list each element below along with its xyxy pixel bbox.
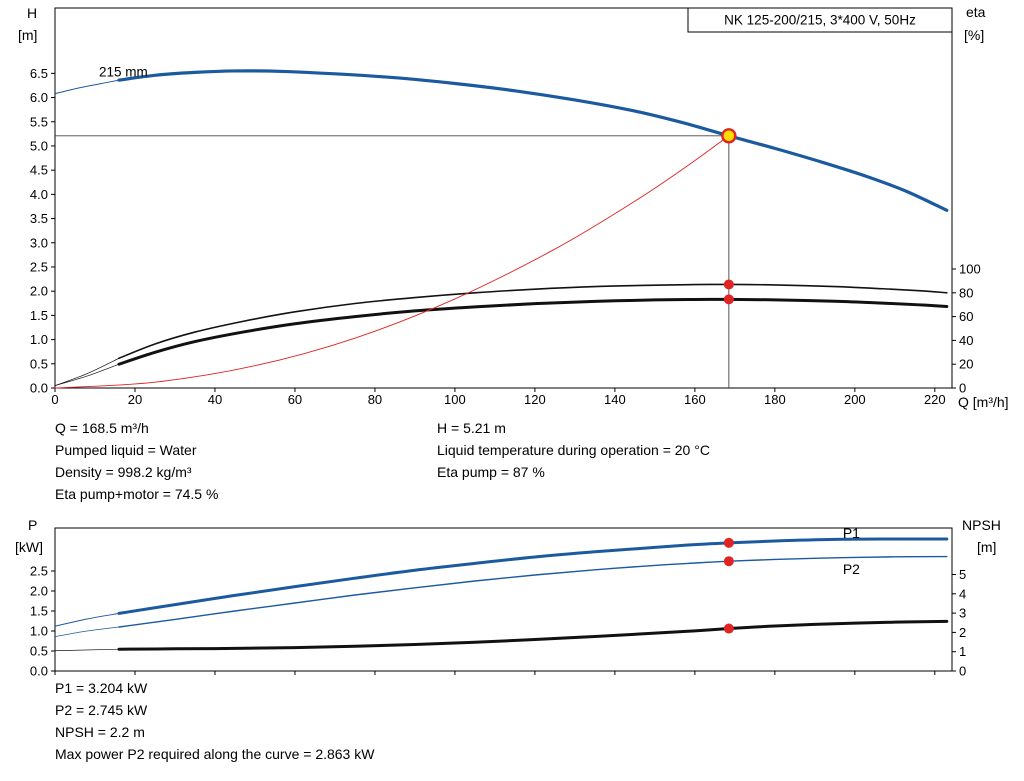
eta-pump-value: Eta pump = 87 %: [437, 464, 545, 480]
head-curve-215mm: [117, 69, 949, 212]
x-tick-label: 100: [444, 392, 466, 407]
eta-pump-motor-value: Eta pump+motor = 74.5 %: [55, 486, 219, 502]
x-tick-label: 80: [368, 392, 382, 407]
y-left-tick-label: 5.5: [30, 114, 48, 129]
density-value: Density = 998.2 kg/m³: [55, 464, 192, 480]
y-left-tick-label: 0.0: [30, 381, 48, 396]
p2-curve-lead: [54, 626, 120, 637]
y-left-tick-label: 3.5: [30, 211, 48, 226]
head-value: H = 5.21 m: [437, 420, 506, 436]
y-right-tick-label: 5: [959, 567, 966, 582]
p1-dot: [723, 537, 734, 548]
eta-pump-motor-curve: [117, 297, 949, 366]
liquid-temp-value: Liquid temperature during operation = 20…: [437, 442, 710, 458]
y-left-tick-label: 1.5: [30, 308, 48, 323]
power-axis-label: P: [28, 517, 38, 533]
p1-label: P1: [843, 525, 860, 541]
y-left-tick-label: 4.0: [30, 187, 48, 202]
impeller-label: 215 mm: [99, 65, 148, 80]
head-axis-label: H: [27, 5, 38, 21]
npsh-dot: [723, 623, 734, 634]
p2-label: P2: [843, 561, 860, 577]
x-tick-label: 60: [288, 392, 302, 407]
x-tick-label: 120: [524, 392, 546, 407]
y-right-tick-label: 60: [959, 309, 973, 324]
eta-pump-curve-lead: [54, 357, 120, 386]
x-tick-label: 200: [844, 392, 866, 407]
y-right-tick-label: 40: [959, 333, 973, 348]
y-left-tick-label: 3.0: [30, 235, 48, 250]
max-power-value: Max power P2 required along the curve = …: [55, 746, 375, 762]
p1-value: P1 = 3.204 kW: [55, 680, 148, 696]
npsh-axis-unit: [m]: [977, 539, 997, 555]
y-left-tick-label: 1.0: [30, 332, 48, 347]
eta-pump-motor-dot: [723, 294, 734, 305]
duty-info-left: Q = 168.5 m³/h Pumped liquid = Water Den…: [55, 417, 218, 505]
duty-point: [721, 128, 737, 144]
y-left-tick-label: 0.5: [30, 644, 48, 659]
y-left-tick-label: 6.5: [30, 66, 48, 81]
y-left-tick-label: 6.0: [30, 90, 48, 105]
x-tick-label: 160: [684, 392, 706, 407]
y-right-tick-label: 100: [959, 261, 981, 276]
y-right-tick-label: 0: [959, 381, 966, 396]
y-left-tick-label: 2.5: [30, 259, 48, 274]
eta-axis-label: eta: [966, 4, 986, 20]
x-tick-label: 220: [924, 392, 946, 407]
eta-pump-curve: [118, 283, 948, 360]
y-right-tick-label: 0: [959, 664, 966, 679]
head-curve-215mm-lead: [54, 79, 120, 95]
head-efficiency-chart-frame: [54, 7, 953, 389]
y-left-tick-label: 2.0: [30, 284, 48, 299]
head-axis-unit: [m]: [18, 27, 38, 43]
y-left-tick-label: 0.5: [30, 356, 48, 371]
y-left-tick-label: 2.0: [30, 584, 48, 599]
x-tick-label: 140: [604, 392, 626, 407]
pumped-liquid-value: Pumped liquid = Water: [55, 442, 197, 458]
x-tick-label: 20: [128, 392, 142, 407]
head-efficiency-chart: 0 20 40 60 80 100 120 140 160 180 200 2200.00.51.01…: [30, 7, 981, 407]
x-tick-label: 40: [208, 392, 222, 407]
power-npsh-chart: 0.0 0.5 1.0 1.5 2.0 2.5 0 1 2 3 4 5 P1 P2: [30, 525, 966, 679]
flow-axis-label: Q [m³/h]: [958, 394, 1009, 410]
npsh-value: NPSH = 2.2 m: [55, 724, 145, 740]
y-left-tick-label: 2.5: [30, 564, 48, 579]
y-left-tick-label: 4.5: [30, 163, 48, 178]
pump-title-box: [687, 7, 953, 33]
p1-curve: [117, 537, 949, 615]
p2-value: P2 = 2.745 kW: [55, 702, 148, 718]
eta-pump-motor-curve-lead: [54, 363, 120, 386]
p2-curve: [118, 555, 948, 628]
x-tick-label: 180: [764, 392, 786, 407]
pump-title: NK 125-200/215, 3*400 V, 50Hz: [724, 13, 916, 28]
y-left-tick-label: 5.0: [30, 138, 48, 153]
y-left-tick-label: 1.5: [30, 604, 48, 619]
flow-value: Q = 168.5 m³/h: [55, 420, 149, 436]
y-right-tick-label: 20: [959, 357, 973, 372]
power-npsh-chart-frame: [54, 527, 953, 672]
power-info: P1 = 3.204 kW P2 = 2.745 kW NPSH = 2.2 m…: [55, 677, 374, 765]
npsh-curve: [117, 619, 949, 651]
y-right-tick-label: 2: [959, 625, 966, 640]
eta-pump-dot: [723, 279, 734, 290]
eta-axis-unit: [%]: [964, 27, 985, 43]
duty-info-right: H = 5.21 m Liquid temperature during ope…: [437, 417, 710, 483]
npsh-axis-label: NPSH: [962, 517, 1001, 533]
y-left-tick-label: 1.0: [30, 624, 48, 639]
y-left-tick-label: 0.0: [30, 664, 48, 679]
y-right-tick-label: 80: [959, 285, 973, 300]
y-right-tick-label: 3: [959, 606, 966, 621]
p2-dot: [723, 556, 734, 567]
p1-curve-lead: [54, 612, 120, 627]
x-tick-label: 0: [51, 392, 58, 407]
y-right-tick-label: 4: [959, 586, 966, 601]
npsh-curve-lead: [54, 648, 119, 652]
system-curve: [54, 135, 730, 389]
y-right-tick-label: 1: [959, 644, 966, 659]
power-axis-unit: [kW]: [15, 539, 43, 555]
